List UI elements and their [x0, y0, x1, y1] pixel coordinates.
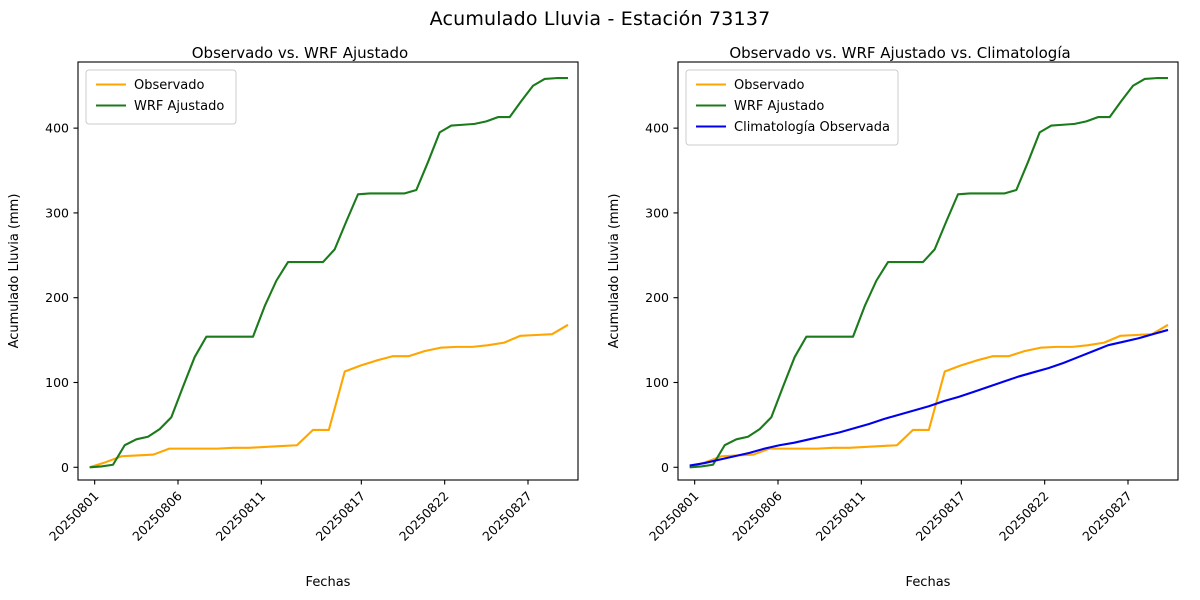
legend-label: WRF Ajustado: [734, 99, 824, 114]
legend-label: Climatología Observada: [734, 120, 890, 135]
x-axis-title: Fechas: [906, 575, 951, 590]
y-tick-label: 300: [645, 205, 669, 220]
plot-frame: [677, 61, 1179, 481]
y-tick-label: 300: [45, 205, 69, 220]
legend-label: WRF Ajustado: [134, 99, 224, 114]
x-tick-label: 20250806: [729, 488, 785, 544]
x-axis-title: Fechas: [306, 575, 351, 590]
y-tick-label: 400: [45, 121, 69, 136]
y-tick-label: 0: [61, 460, 69, 475]
y-tick-label: 100: [645, 375, 669, 390]
legend-box: [685, 69, 899, 146]
panel-right-title: Observado vs. WRF Ajustado vs. Climatolo…: [729, 44, 1071, 62]
panel-left-title: Observado vs. WRF Ajustado: [191, 44, 409, 62]
y-tick-label: 0: [661, 460, 669, 475]
y-axis-title: Acumulado Lluvia (mm): [7, 194, 22, 349]
series-line-wrf-ajustado: [89, 77, 568, 469]
series-line-climatolog-a-observada: [689, 328, 1169, 467]
y-tick-label: 200: [645, 290, 669, 305]
chart-panel-right: Observado vs. WRF Ajustado vs. Climatolo…: [600, 40, 1200, 600]
x-tick-label: 20250811: [213, 488, 269, 544]
y-tick-label: 400: [645, 121, 669, 136]
chart-right-svg: 0 100 200 300 400 20250801 20250806 20250811 202…: [607, 61, 1179, 590]
series-line-observado: [689, 323, 1169, 469]
chart-panel-left: Observado vs. WRF Ajustado 0 100 200 300 400…: [0, 40, 600, 600]
x-tick-label: 20250822: [996, 488, 1052, 544]
y-axis-title: Acumulado Lluvia (mm): [607, 194, 622, 349]
chart-left-svg: 0 100 200 300 400 20250801 20250806 20250811 202…: [7, 61, 579, 590]
legend-label: Observado: [734, 78, 805, 93]
y-tick-label: 100: [45, 375, 69, 390]
legend-label: Observado: [134, 78, 205, 93]
x-tick-label: 20250822: [396, 488, 452, 544]
figure-suptitle: Acumulado Lluvia - Estación 73137: [429, 8, 771, 30]
x-tick-label: 20250801: [46, 488, 102, 544]
plot-frame: [77, 61, 579, 481]
series-line-wrf-ajustado: [689, 77, 1168, 469]
y-tick-label: 200: [45, 290, 69, 305]
x-tick-label: 20250817: [313, 488, 369, 544]
x-tick-label: 20250806: [129, 488, 185, 544]
x-tick-label: 20250801: [646, 488, 702, 544]
x-tick-label: 20250817: [913, 488, 969, 544]
x-tick-label: 20250827: [1079, 488, 1135, 544]
x-tick-label: 20250827: [479, 488, 535, 544]
x-tick-label: 20250811: [813, 488, 869, 544]
series-line-observado: [89, 323, 569, 469]
